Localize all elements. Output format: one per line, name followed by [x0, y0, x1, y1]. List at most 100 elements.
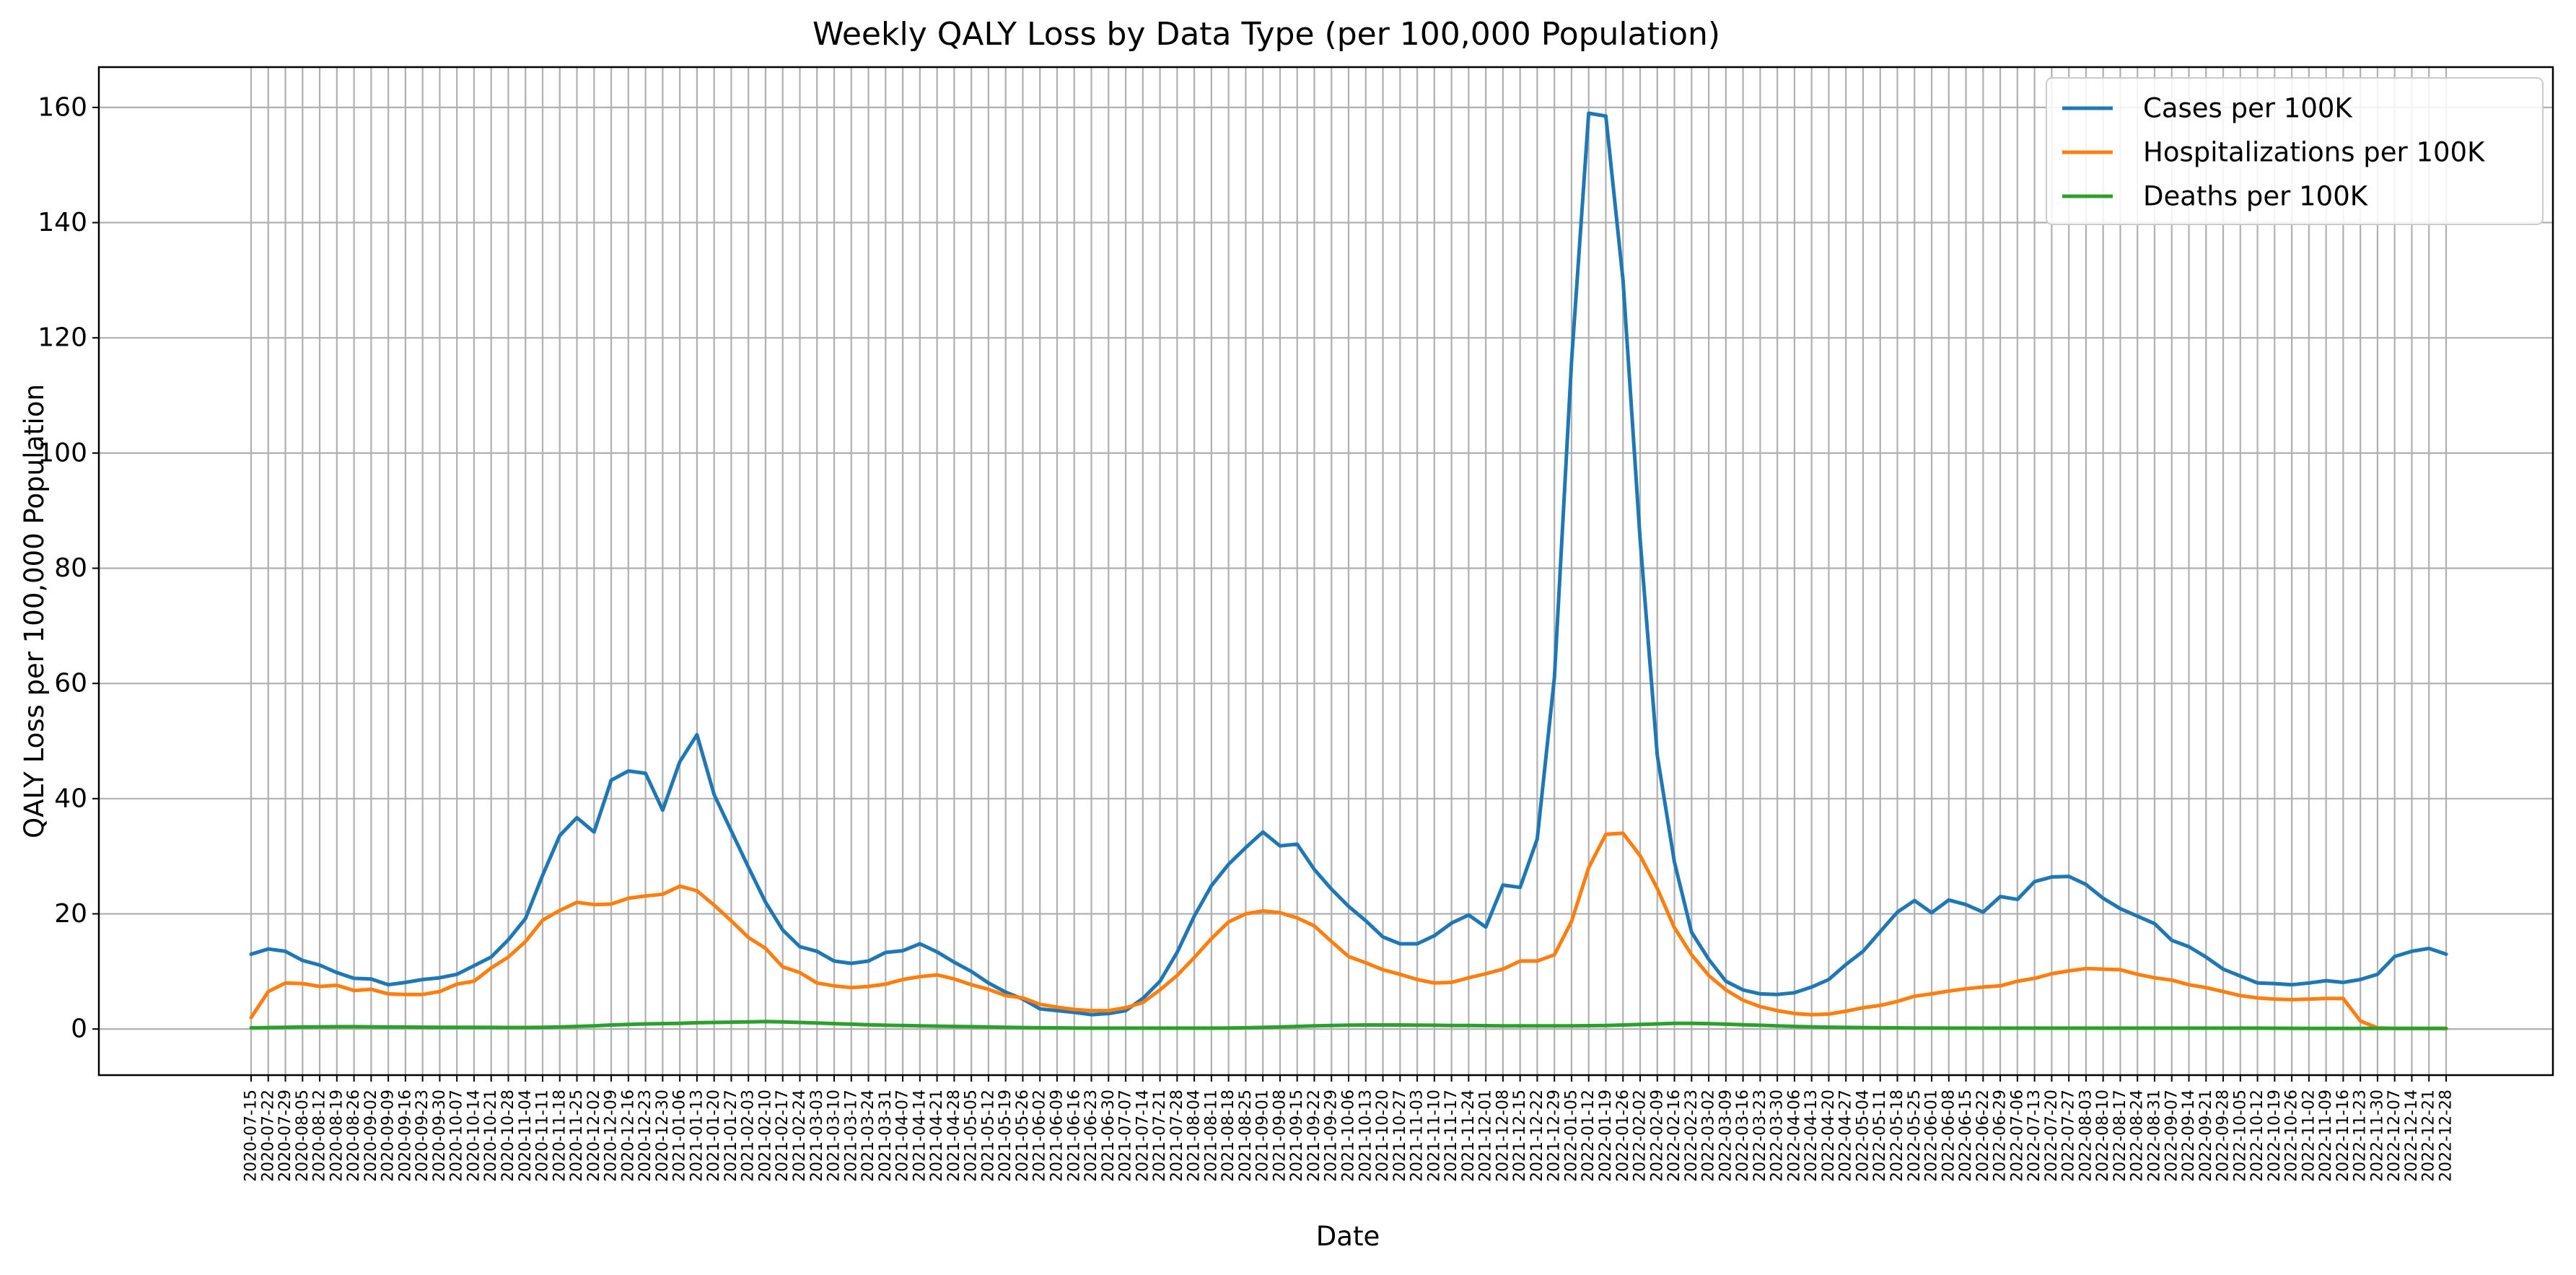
series-line-1: [249, 111, 2448, 1017]
x-tick-label: 2022-05-18: [1888, 1090, 1906, 1182]
x-tick-label: 2022-04-27: [1837, 1090, 1855, 1182]
x-tick-label: 2020-10-21: [482, 1090, 500, 1182]
series-line-3: [249, 1020, 2448, 1030]
x-tick-label: 2021-02-03: [740, 1090, 758, 1182]
x-tick-label: 2022-12-07: [2386, 1090, 2404, 1182]
x-tick-label: 2021-01-20: [705, 1090, 723, 1182]
x-tick-label: 2020-09-16: [396, 1090, 414, 1182]
x-tick-label: 2022-07-13: [2025, 1090, 2043, 1182]
x-tick-label: 2022-02-16: [1665, 1090, 1683, 1182]
x-tick-label: 2021-12-15: [1511, 1090, 1529, 1182]
legend-label: Cases per 100K: [2143, 93, 2353, 124]
x-tick-label: 2021-09-08: [1271, 1090, 1289, 1182]
x-axis-label: Date: [1316, 1221, 1380, 1252]
x-tick-label: 2022-11-30: [2368, 1090, 2386, 1182]
x-tick-label: 2021-06-02: [1031, 1090, 1049, 1182]
x-tick-label: 2020-11-11: [534, 1090, 552, 1182]
x-tick-label: 2021-10-27: [1391, 1090, 1409, 1182]
x-tick-label: 2022-01-26: [1614, 1090, 1632, 1182]
x-tick-label: 2022-04-13: [1802, 1090, 1821, 1182]
x-tick-label: 2022-09-07: [2163, 1090, 2181, 1182]
x-tick-label: 2021-07-14: [1134, 1090, 1152, 1182]
x-tick-label: 2021-03-10: [825, 1090, 844, 1182]
series-line-2: [249, 831, 2448, 1030]
x-tick-label: 2021-09-01: [1254, 1090, 1272, 1182]
x-tick-label: 2022-08-24: [2129, 1090, 2147, 1182]
x-tick-label: 2020-11-18: [551, 1090, 569, 1182]
x-tick-label: 2022-12-28: [2437, 1090, 2455, 1182]
x-tick-label: 2022-02-02: [1631, 1090, 1650, 1182]
x-tick-label: 2021-03-31: [877, 1090, 895, 1182]
x-tick-label: 2022-06-08: [1940, 1090, 1958, 1182]
x-tick-label: 2022-06-22: [1974, 1090, 1992, 1182]
x-tick-label: 2021-04-21: [928, 1090, 946, 1182]
x-tick-label: 2022-03-30: [1769, 1090, 1787, 1182]
x-tick-label: 2022-05-25: [1906, 1090, 1924, 1182]
y-tick-label: 160: [38, 92, 87, 122]
x-tick-label: 2021-09-15: [1288, 1090, 1306, 1182]
x-tick-label: 2021-12-08: [1494, 1090, 1512, 1182]
x-tick-label: 2020-09-02: [362, 1090, 380, 1182]
legend: Cases per 100K Hospitalizations per 100K D…: [2046, 77, 2544, 225]
x-tick-label: 2022-06-01: [1923, 1090, 1941, 1182]
x-tick-label: 2021-06-30: [1100, 1090, 1118, 1182]
legend-label: Deaths per 100K: [2143, 181, 2369, 212]
y-tick-label: 80: [54, 553, 87, 583]
x-tick-label: 2021-01-27: [722, 1090, 740, 1182]
x-tick-label: 2021-06-09: [1048, 1090, 1066, 1182]
x-tick-label: 2021-04-28: [945, 1090, 963, 1182]
x-tick-label: 2022-07-20: [2043, 1090, 2061, 1182]
x-tick-label: 2022-10-19: [2266, 1090, 2284, 1182]
series-lines: [249, 111, 2448, 1030]
x-tick-label: 2021-11-17: [1442, 1090, 1460, 1182]
x-tick-label: 2022-08-17: [2111, 1090, 2129, 1182]
x-tick-label: 2022-05-11: [1871, 1090, 1889, 1182]
x-tick-label: 2020-09-23: [413, 1090, 431, 1182]
x-tick-label: 2020-12-16: [619, 1090, 637, 1182]
x-tick-label: 2021-08-18: [1219, 1090, 1237, 1182]
chart-title: Weekly QALY Loss by Data Type (per 100,0…: [812, 16, 1720, 53]
x-tick-label: 2020-08-26: [345, 1090, 363, 1182]
x-tick-label: 2020-07-22: [259, 1090, 277, 1182]
x-tick-label: 2022-09-14: [2180, 1090, 2198, 1182]
x-tick-label: 2021-04-07: [894, 1090, 912, 1182]
x-tick-label: 2021-03-17: [842, 1090, 860, 1182]
x-tick-label: 2020-11-04: [517, 1090, 535, 1182]
x-tick-label: 2020-10-28: [499, 1090, 517, 1182]
x-tick-label: 2021-08-04: [1186, 1090, 1204, 1182]
x-tick-label: 2022-12-21: [2420, 1090, 2438, 1182]
x-tick-label: 2022-02-23: [1683, 1090, 1701, 1182]
x-tick-label: 2020-08-12: [311, 1090, 329, 1182]
x-tick-label: 2021-05-19: [996, 1090, 1015, 1182]
x-tick-label: 2021-12-22: [1528, 1090, 1546, 1182]
x-tick-label: 2020-10-14: [465, 1090, 483, 1182]
x-tick-label: 2022-10-05: [2231, 1090, 2249, 1182]
y-tick-label: 40: [54, 784, 87, 813]
x-tick-label: 2021-07-21: [1151, 1090, 1169, 1182]
x-tick-label: 2021-12-29: [1546, 1090, 1564, 1182]
x-tick-label: 2022-03-02: [1700, 1090, 1718, 1182]
x-tick-label: 2021-11-24: [1460, 1090, 1478, 1182]
x-tick-label: 2021-01-06: [671, 1090, 689, 1182]
x-tick-label: 2021-04-14: [911, 1090, 929, 1182]
x-tick-label: 2020-08-19: [328, 1090, 346, 1182]
y-tick-label: 120: [38, 323, 87, 353]
x-tick-label: 2021-02-10: [757, 1090, 775, 1182]
x-tick-label: 2020-10-07: [448, 1090, 466, 1182]
x-tick-label: 2022-10-12: [2248, 1090, 2266, 1182]
x-tick-label: 2020-12-09: [603, 1090, 621, 1182]
y-tick-label: 20: [54, 899, 87, 929]
x-tick-label: 2020-11-25: [568, 1090, 586, 1182]
x-tick-label: 2022-09-21: [2197, 1090, 2215, 1182]
x-tick-label: 2021-02-24: [791, 1090, 809, 1182]
legend-label: Hospitalizations per 100K: [2143, 137, 2486, 168]
x-tick-label: 2022-01-12: [1580, 1090, 1598, 1182]
x-tick-label: 2021-08-11: [1202, 1090, 1220, 1182]
x-axis-ticks: 2020-07-152020-07-222020-07-292020-08-05…: [242, 1075, 2455, 1182]
x-tick-label: 2022-09-28: [2214, 1090, 2233, 1182]
x-tick-label: 2021-10-20: [1374, 1090, 1392, 1182]
y-tick-label: 140: [38, 208, 87, 237]
x-tick-label: 2020-12-23: [636, 1090, 654, 1182]
x-tick-label: 2021-07-07: [1117, 1090, 1135, 1182]
y-tick-label: 60: [54, 669, 87, 698]
